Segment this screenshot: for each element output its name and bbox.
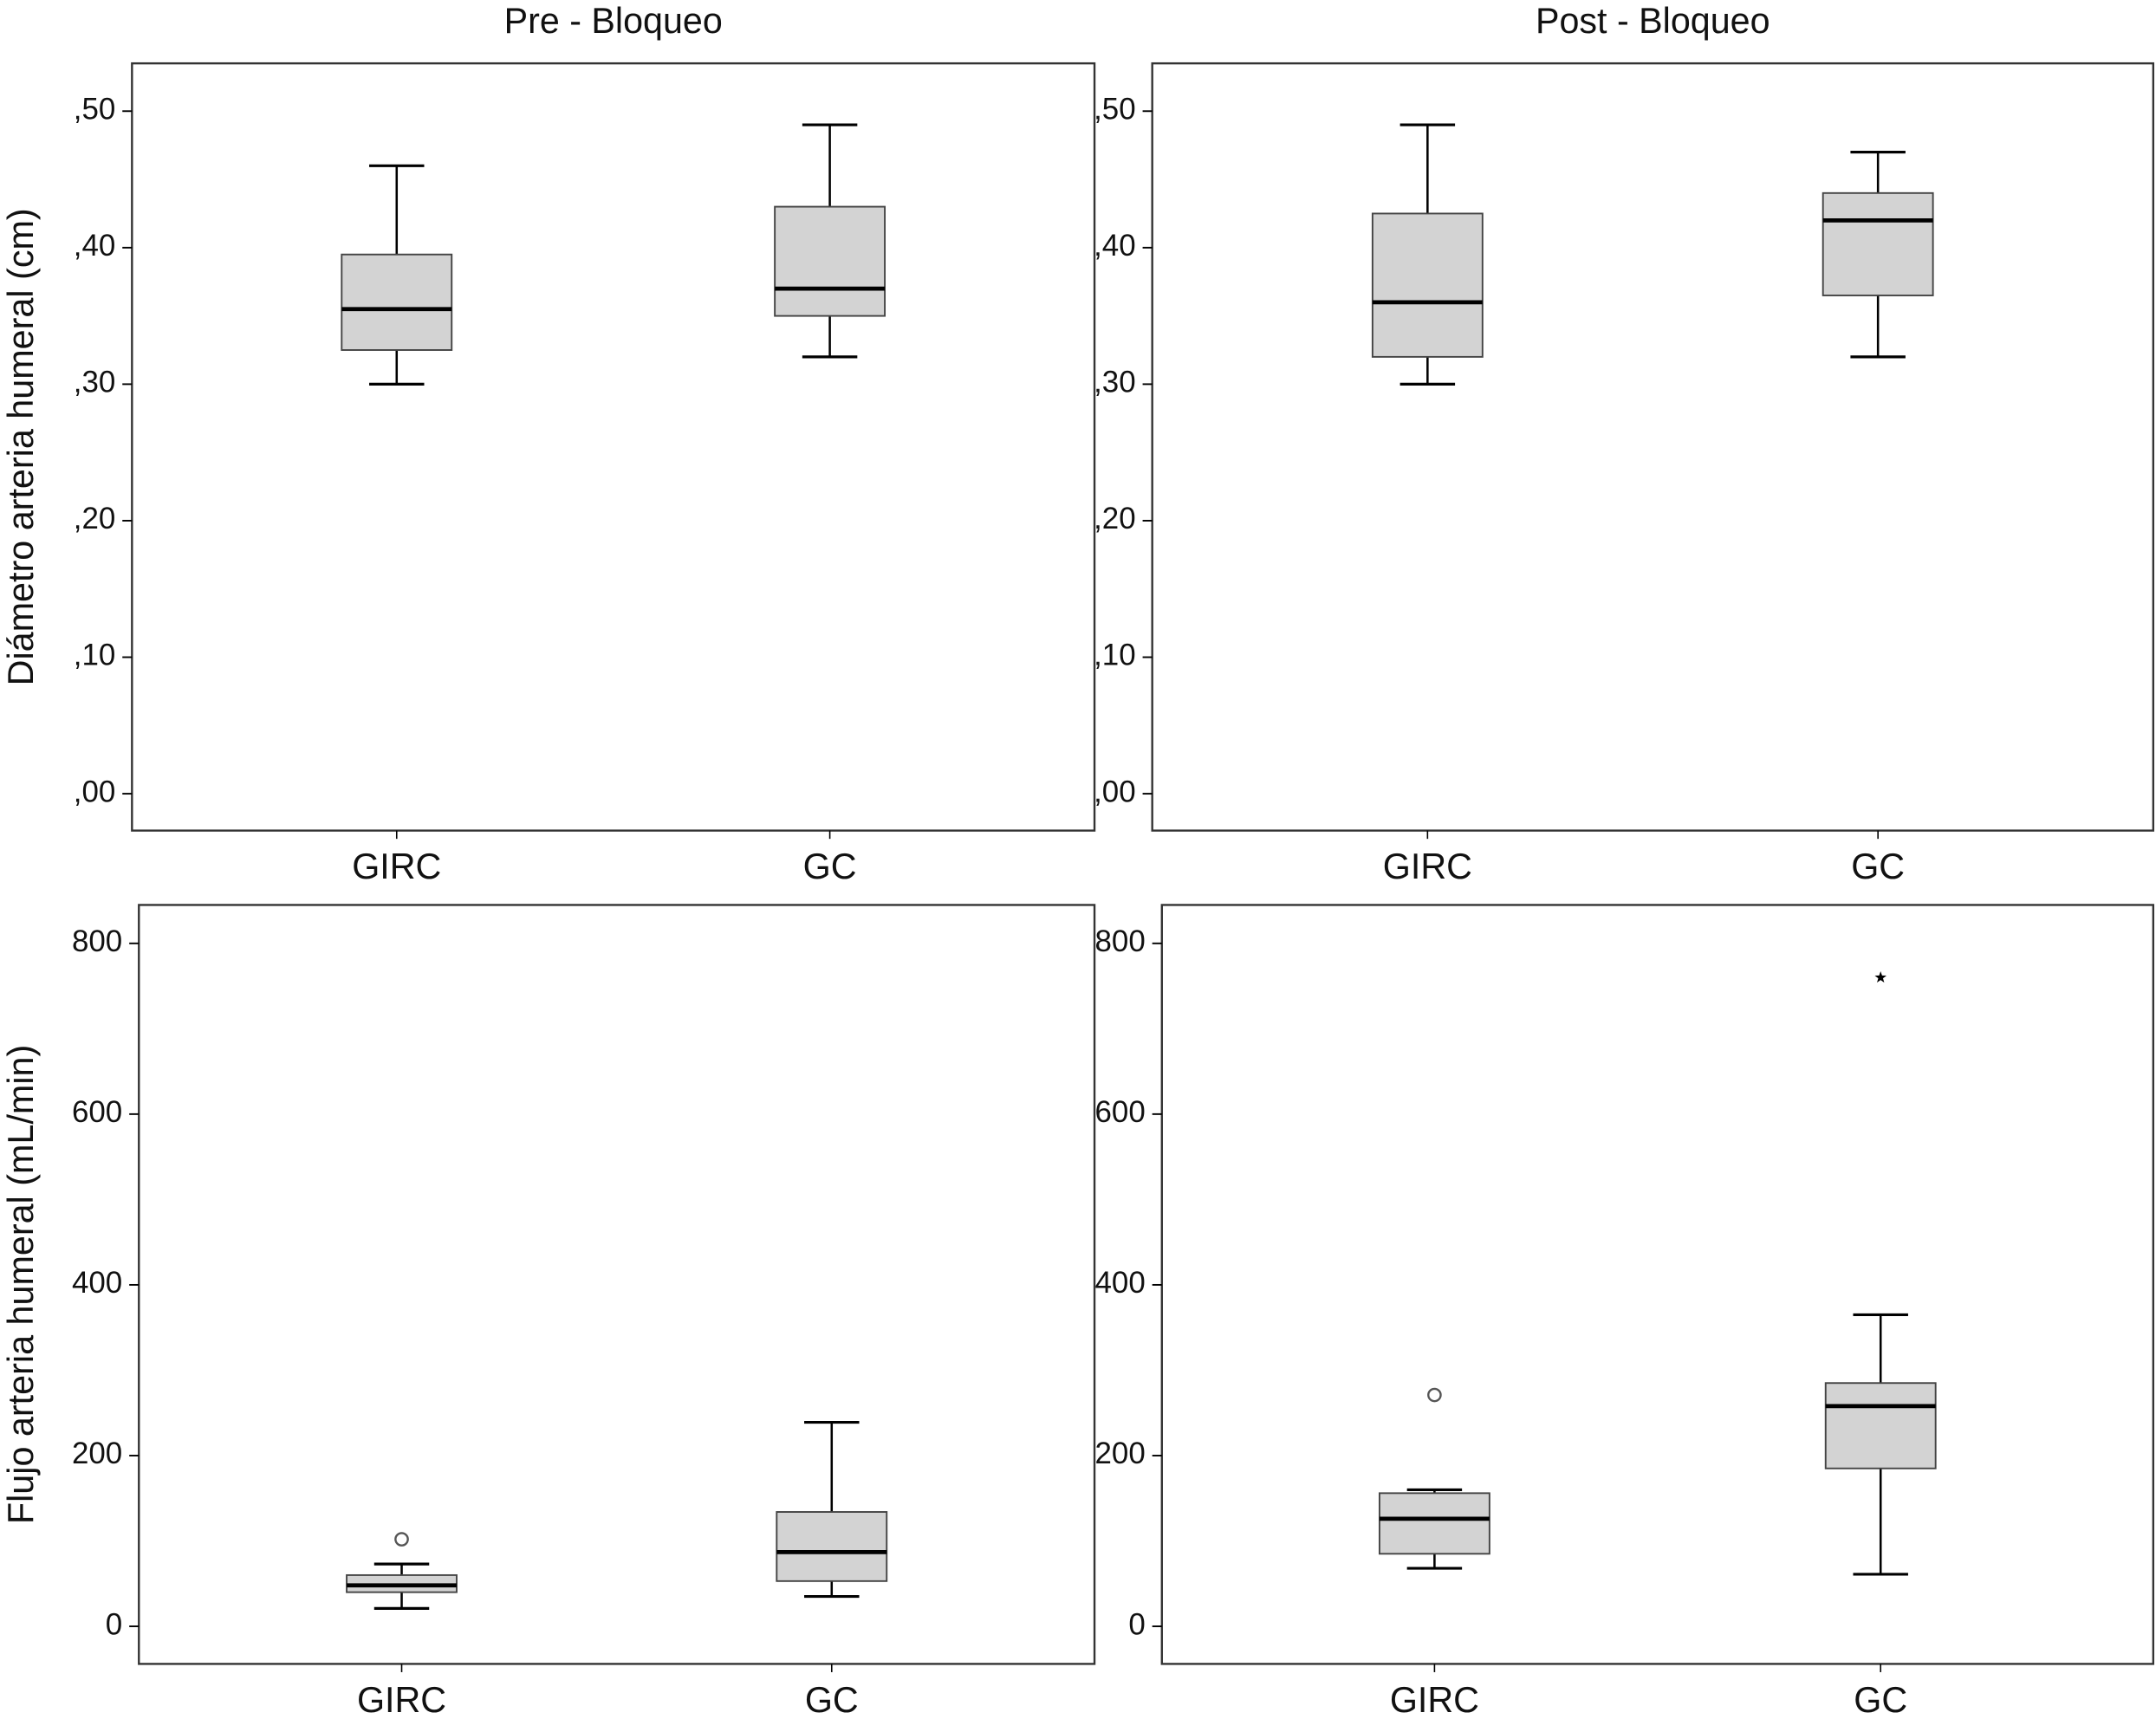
- x-tick-label: GC: [805, 1680, 859, 1719]
- y-tick-label: ,40: [74, 229, 116, 263]
- y-tick-label: 0: [106, 1607, 122, 1641]
- plot-frame: [131, 62, 1096, 832]
- y-tick-label: ,30: [1094, 366, 1136, 399]
- y-tick-label: ,00: [74, 775, 116, 808]
- y-tick-label: 0: [1128, 1607, 1145, 1641]
- chart-title: Post - Bloqueo: [1536, 1, 1770, 41]
- y-tick-label: ,10: [74, 639, 116, 672]
- x-tick-label: GIRC: [1390, 1680, 1479, 1719]
- box: [1824, 1382, 1937, 1469]
- x-tick-label: GIRC: [352, 847, 441, 886]
- y-tick-label: ,30: [74, 366, 116, 399]
- plot-frame: [138, 904, 1096, 1665]
- extreme: [1874, 971, 1886, 983]
- x-tick-label: GC: [1851, 847, 1905, 886]
- box: [341, 253, 453, 351]
- box: [1371, 212, 1484, 358]
- x-tick-label: GIRC: [357, 1680, 446, 1719]
- y-tick-label: 600: [1095, 1095, 1146, 1129]
- y-tick-label: ,50: [1094, 92, 1136, 126]
- y-tick-label: ,10: [1094, 639, 1136, 672]
- y-tick-label: 600: [72, 1095, 122, 1129]
- plot-frame: [1160, 904, 2155, 1665]
- y-tick-label: ,00: [1094, 775, 1136, 808]
- y-tick-label: ,20: [1094, 502, 1136, 535]
- y-axis-label: Diámetro arteria humeral (cm): [1, 208, 41, 685]
- outlier: [1427, 1387, 1442, 1403]
- plot-frame: [1151, 62, 2155, 832]
- y-tick-label: 200: [72, 1437, 122, 1470]
- chart-title: Pre - Bloqueo: [504, 1, 723, 41]
- x-tick-label: GC: [1854, 1680, 1907, 1719]
- outlier: [394, 1532, 409, 1547]
- box: [774, 205, 886, 317]
- y-tick-label: 400: [72, 1266, 122, 1300]
- box: [776, 1511, 888, 1582]
- x-tick-label: GC: [803, 847, 857, 886]
- box: [1378, 1492, 1490, 1555]
- y-tick-label: ,20: [74, 502, 116, 535]
- y-axis-label: Flujo arteria humeral (mL/min): [1, 1045, 41, 1524]
- x-tick-label: GIRC: [1383, 847, 1472, 886]
- y-tick-label: 200: [1095, 1437, 1146, 1470]
- y-tick-label: 800: [1095, 924, 1146, 958]
- box: [1822, 191, 1934, 296]
- y-tick-label: ,40: [1094, 229, 1136, 263]
- y-tick-label: 400: [1095, 1266, 1146, 1300]
- y-tick-label: ,50: [74, 92, 116, 126]
- y-tick-label: 800: [72, 924, 122, 958]
